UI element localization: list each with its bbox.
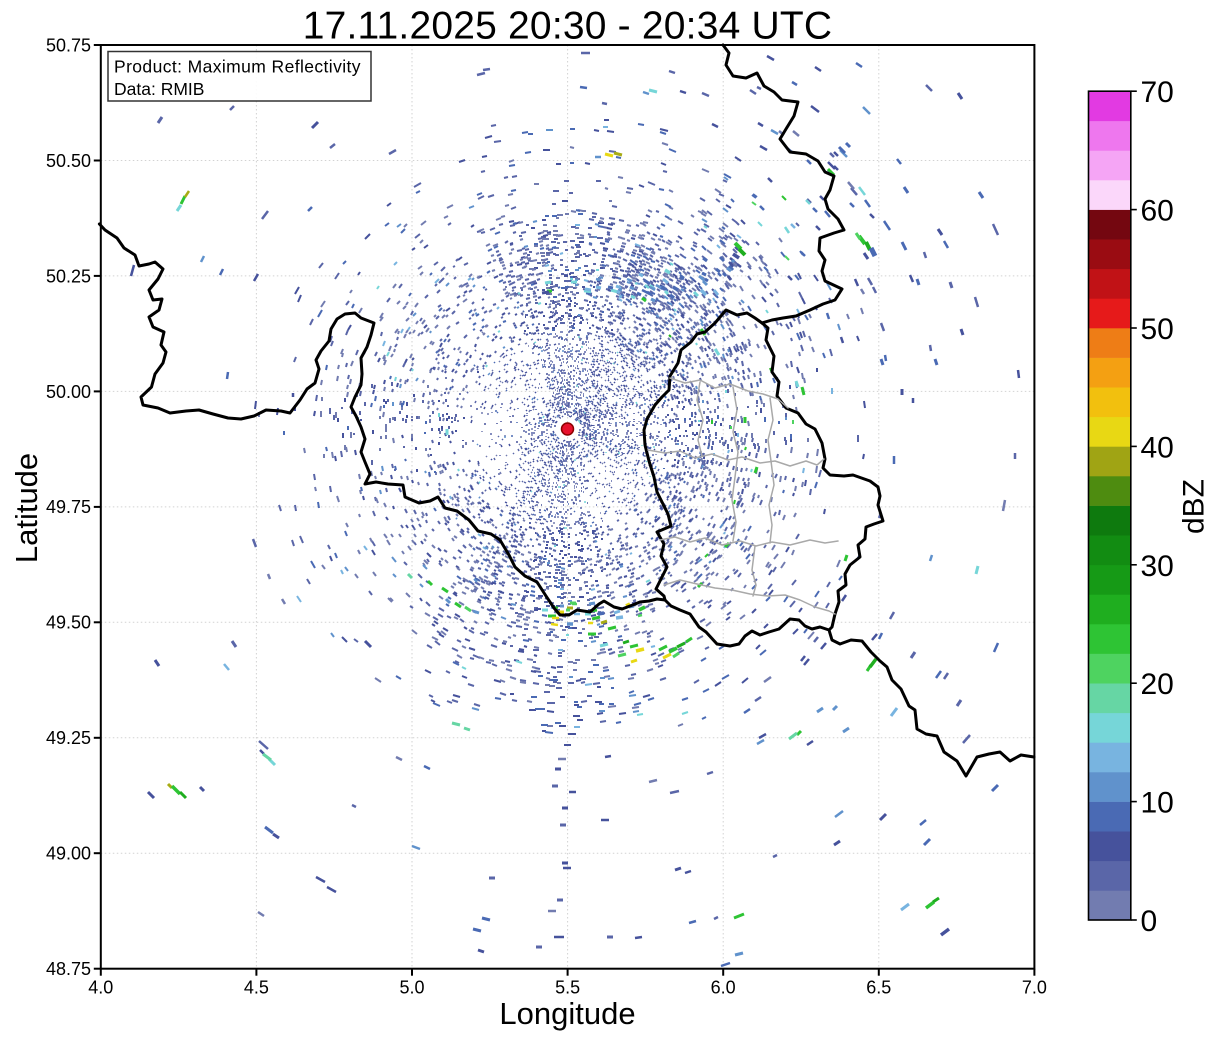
svg-text:50.75: 50.75 — [46, 35, 91, 55]
svg-text:50: 50 — [1141, 313, 1174, 346]
svg-text:7.0: 7.0 — [1022, 978, 1047, 998]
svg-text:5.5: 5.5 — [555, 978, 580, 998]
svg-text:49.00: 49.00 — [46, 844, 91, 864]
svg-text:0: 0 — [1141, 905, 1158, 938]
svg-text:20: 20 — [1141, 668, 1174, 701]
svg-text:4.0: 4.0 — [88, 978, 113, 998]
svg-text:49.75: 49.75 — [46, 497, 91, 517]
svg-text:50.50: 50.50 — [46, 151, 91, 171]
svg-text:49.50: 49.50 — [46, 613, 91, 633]
svg-text:48.75: 48.75 — [46, 959, 91, 979]
svg-text:5.0: 5.0 — [399, 978, 424, 998]
svg-text:60: 60 — [1141, 195, 1174, 228]
svg-text:Latitude: Latitude — [9, 453, 44, 563]
svg-text:70: 70 — [1141, 76, 1174, 109]
svg-text:dBZ: dBZ — [1178, 479, 1211, 534]
svg-text:50.25: 50.25 — [46, 266, 91, 286]
svg-text:Data: RMIB: Data: RMIB — [114, 79, 204, 99]
svg-text:10: 10 — [1141, 787, 1174, 820]
svg-text:17.11.2025 20:30 - 20:34 UTC: 17.11.2025 20:30 - 20:34 UTC — [303, 5, 833, 48]
svg-text:49.25: 49.25 — [46, 728, 91, 748]
svg-text:Product: Maximum Reflectivity: Product: Maximum Reflectivity — [114, 57, 361, 77]
svg-text:6.0: 6.0 — [711, 978, 736, 998]
svg-text:6.5: 6.5 — [866, 978, 891, 998]
svg-text:Longitude: Longitude — [499, 996, 635, 1031]
svg-text:50.00: 50.00 — [46, 382, 91, 402]
svg-text:4.5: 4.5 — [244, 978, 269, 998]
svg-text:30: 30 — [1141, 550, 1174, 583]
svg-text:40: 40 — [1141, 431, 1174, 464]
